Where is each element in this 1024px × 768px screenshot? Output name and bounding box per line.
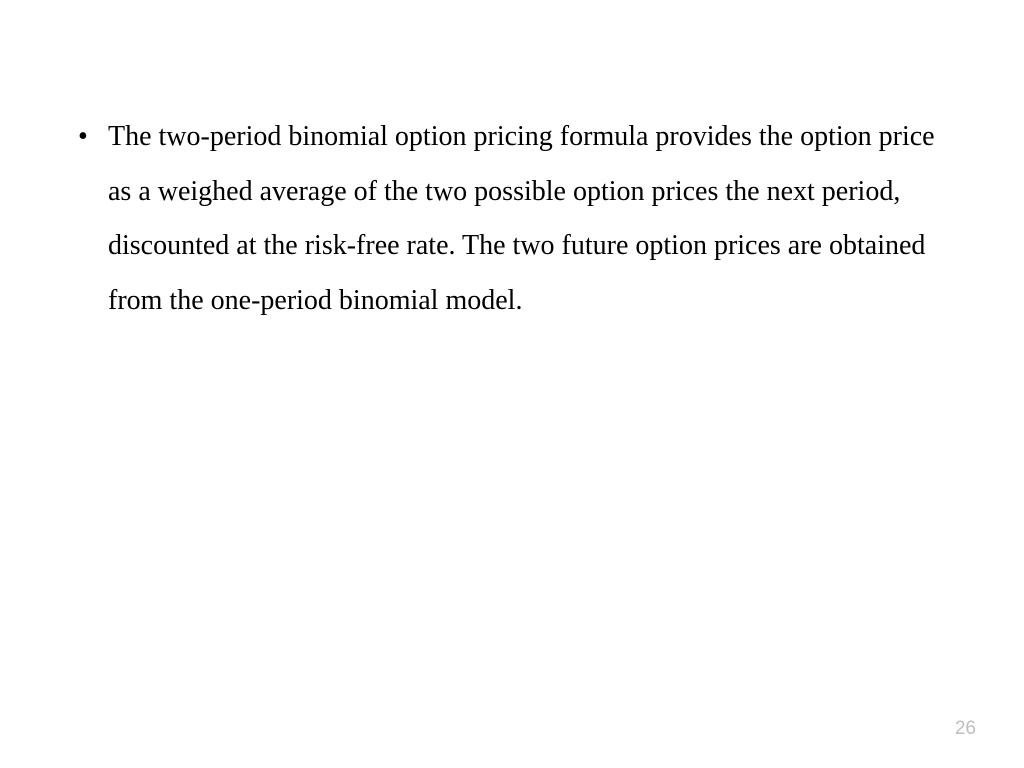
page-number: 26 <box>955 718 976 740</box>
bullet-text: The two-period binomial option pricing f… <box>108 121 935 316</box>
bullet-list: The two-period binomial option pricing f… <box>70 110 954 328</box>
slide-content: The two-period binomial option pricing f… <box>0 0 1024 378</box>
bullet-item: The two-period binomial option pricing f… <box>70 110 954 328</box>
